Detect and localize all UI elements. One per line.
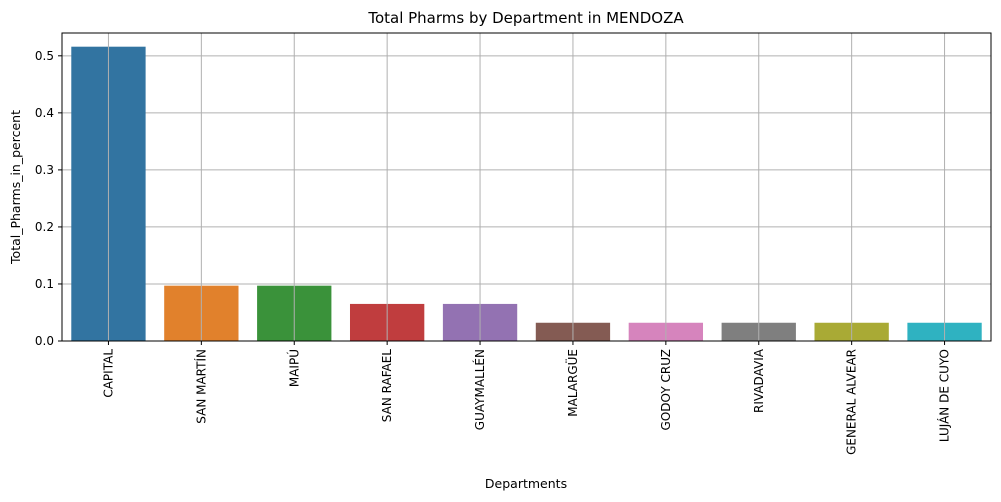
x-axis-label: Departments (485, 476, 567, 491)
x-tick-label: LUJÁN DE CUYO (937, 349, 952, 442)
x-tick-label: RIVADAVIA (752, 348, 766, 413)
y-tick-label: 0.4 (35, 106, 54, 120)
x-tick-label: GENERAL ALVEAR (845, 349, 859, 455)
x-tick-label: CAPITAL (101, 349, 115, 398)
x-tick-label: GUAYMALLÉN (472, 349, 487, 430)
plot-frame (61, 32, 992, 342)
y-tick-label: 0.0 (35, 334, 54, 348)
y-tick-label: 0.1 (35, 277, 54, 291)
x-axis-ticks: CAPITAL SAN MARTÍN MAIPÚ SAN RAFAEL GUAYMALL… (101, 341, 952, 455)
x-tick-label: SAN MARTÍN (193, 349, 208, 424)
y-axis-ticks: 0.0 0.1 0.2 0.3 0.4 0.5 (35, 49, 62, 348)
chart-title: Total Pharms by Department in MENDOZA (367, 9, 684, 27)
y-tick-label: 0.2 (35, 220, 54, 234)
y-tick-label: 0.5 (35, 49, 54, 63)
bars (71, 33, 982, 341)
y-axis-label: Total_Pharms_in_percent (8, 110, 23, 265)
x-tick-label: MAIPÚ (286, 349, 301, 387)
x-tick-label: SAN RAFAEL (380, 349, 394, 422)
x-tick-label: GODOY CRUZ (659, 349, 673, 430)
x-tick-label: MALARGÜE (564, 349, 580, 417)
y-tick-label: 0.3 (35, 163, 54, 177)
